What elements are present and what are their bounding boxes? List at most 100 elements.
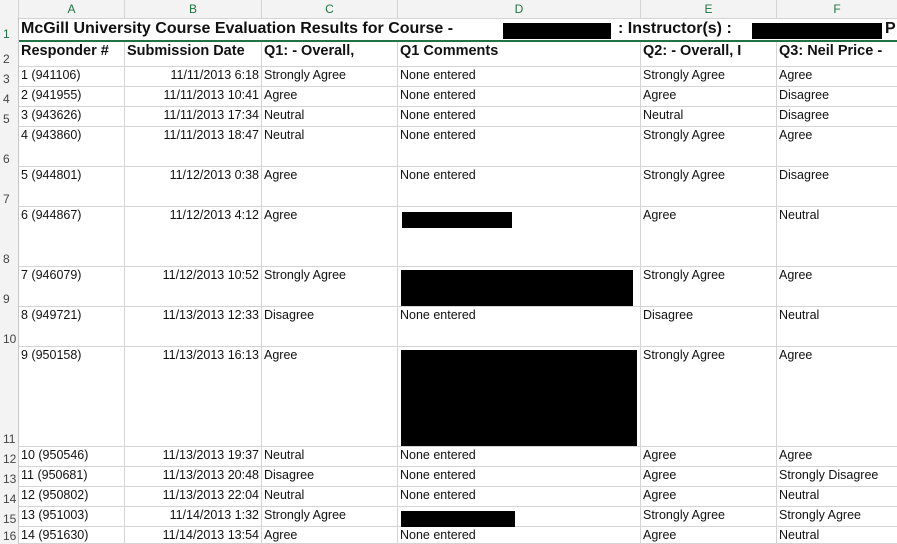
- q1-cell[interactable]: Neutral: [262, 107, 398, 127]
- q1-comment-cell[interactable]: [398, 207, 641, 267]
- q2-cell[interactable]: Agree: [641, 447, 777, 467]
- row-header[interactable]: 16: [0, 527, 19, 544]
- q2-cell[interactable]: Agree: [641, 487, 777, 507]
- q2-cell[interactable]: Strongly Agree: [641, 167, 777, 207]
- submission-date-cell[interactable]: 11/12/2013 10:52: [125, 267, 262, 307]
- row-header[interactable]: 9: [0, 267, 19, 307]
- row-header[interactable]: 6: [0, 127, 19, 167]
- q3-cell[interactable]: Agree: [777, 267, 897, 307]
- q1-cell[interactable]: Agree: [262, 87, 398, 107]
- row-header[interactable]: 2: [0, 42, 19, 67]
- responder-cell[interactable]: 8 (949721): [19, 307, 125, 347]
- q3-cell[interactable]: Agree: [777, 447, 897, 467]
- responder-cell[interactable]: 10 (950546): [19, 447, 125, 467]
- q1-comment-cell[interactable]: [398, 507, 641, 527]
- q1-comment-cell[interactable]: None entered: [398, 67, 641, 87]
- column-header-c[interactable]: C: [262, 0, 398, 18]
- row-header[interactable]: 4: [0, 87, 19, 107]
- submission-date-cell[interactable]: 11/13/2013 12:33: [125, 307, 262, 347]
- responder-cell[interactable]: 13 (951003): [19, 507, 125, 527]
- title-cell[interactable]: McGill University Course Evaluation Resu…: [19, 18, 897, 42]
- column-header-e[interactable]: E: [641, 0, 777, 18]
- responder-cell[interactable]: 7 (946079): [19, 267, 125, 307]
- row-header[interactable]: 11: [0, 347, 19, 447]
- header-cell-q1-comments[interactable]: Q1 Comments: [398, 42, 641, 67]
- q1-cell[interactable]: Neutral: [262, 127, 398, 167]
- q2-cell[interactable]: Strongly Agree: [641, 347, 777, 447]
- q2-cell[interactable]: Strongly Agree: [641, 267, 777, 307]
- submission-date-cell[interactable]: 11/13/2013 19:37: [125, 447, 262, 467]
- select-all-corner[interactable]: [0, 0, 19, 18]
- q2-cell[interactable]: Disagree: [641, 307, 777, 347]
- column-header-d[interactable]: D: [398, 0, 641, 18]
- row-header[interactable]: 7: [0, 167, 19, 207]
- q1-comment-cell[interactable]: [398, 267, 641, 307]
- submission-date-cell[interactable]: 11/11/2013 6:18: [125, 67, 262, 87]
- responder-cell[interactable]: 5 (944801): [19, 167, 125, 207]
- q3-cell[interactable]: Disagree: [777, 167, 897, 207]
- submission-date-cell[interactable]: 11/14/2013 1:32: [125, 507, 262, 527]
- q2-cell[interactable]: Agree: [641, 527, 777, 544]
- header-cell-q2[interactable]: Q2: - Overall, I: [641, 42, 777, 67]
- submission-date-cell[interactable]: 11/11/2013 17:34: [125, 107, 262, 127]
- q1-comment-cell[interactable]: None entered: [398, 127, 641, 167]
- q1-comment-cell[interactable]: None entered: [398, 107, 641, 127]
- q2-cell[interactable]: Strongly Agree: [641, 127, 777, 167]
- row-header[interactable]: 1: [0, 18, 19, 42]
- q1-comment-cell[interactable]: [398, 347, 641, 447]
- column-header-b[interactable]: B: [125, 0, 262, 18]
- q1-comment-cell[interactable]: None entered: [398, 87, 641, 107]
- submission-date-cell[interactable]: 11/11/2013 18:47: [125, 127, 262, 167]
- q2-cell[interactable]: Strongly Agree: [641, 507, 777, 527]
- q2-cell[interactable]: Strongly Agree: [641, 67, 777, 87]
- header-cell-q3[interactable]: Q3: Neil Price -: [777, 42, 897, 67]
- q3-cell[interactable]: Neutral: [777, 527, 897, 544]
- row-header[interactable]: 5: [0, 107, 19, 127]
- q3-cell[interactable]: Agree: [777, 127, 897, 167]
- responder-cell[interactable]: 1 (941106): [19, 67, 125, 87]
- q3-cell[interactable]: Neutral: [777, 307, 897, 347]
- column-header-f[interactable]: F: [833, 2, 841, 16]
- submission-date-cell[interactable]: 11/12/2013 0:38: [125, 167, 262, 207]
- responder-cell[interactable]: 9 (950158): [19, 347, 125, 447]
- submission-date-cell[interactable]: 11/12/2013 4:12: [125, 207, 262, 267]
- q3-cell[interactable]: Disagree: [777, 107, 897, 127]
- row-header[interactable]: 10: [0, 307, 19, 347]
- q1-comment-cell[interactable]: None entered: [398, 307, 641, 347]
- q3-cell[interactable]: Strongly Agree: [777, 507, 897, 527]
- submission-date-cell[interactable]: 11/11/2013 10:41: [125, 87, 262, 107]
- q2-cell[interactable]: Agree: [641, 467, 777, 487]
- q1-cell[interactable]: Neutral: [262, 447, 398, 467]
- submission-date-cell[interactable]: 11/14/2013 13:54: [125, 527, 262, 544]
- responder-cell[interactable]: 4 (943860): [19, 127, 125, 167]
- q3-cell[interactable]: Agree: [777, 347, 897, 447]
- row-header[interactable]: 14: [0, 487, 19, 507]
- responder-cell[interactable]: 2 (941955): [19, 87, 125, 107]
- q3-cell[interactable]: Neutral: [777, 207, 897, 267]
- header-cell-q1[interactable]: Q1: - Overall,: [262, 42, 398, 67]
- q2-cell[interactable]: Agree: [641, 207, 777, 267]
- row-header[interactable]: 3: [0, 67, 19, 87]
- q1-cell[interactable]: Disagree: [262, 467, 398, 487]
- q3-cell[interactable]: Agree: [777, 67, 897, 87]
- q3-cell[interactable]: Strongly Disagree: [777, 467, 897, 487]
- row-header[interactable]: 8: [0, 207, 19, 267]
- submission-date-cell[interactable]: 11/13/2013 22:04: [125, 487, 262, 507]
- q2-cell[interactable]: Agree: [641, 87, 777, 107]
- submission-date-cell[interactable]: 11/13/2013 16:13: [125, 347, 262, 447]
- q1-cell[interactable]: Agree: [262, 347, 398, 447]
- q1-cell[interactable]: Strongly Agree: [262, 267, 398, 307]
- q3-cell[interactable]: Disagree: [777, 87, 897, 107]
- q1-cell[interactable]: Neutral: [262, 487, 398, 507]
- header-cell-submission-date[interactable]: Submission Date: [125, 42, 262, 67]
- q1-comment-cell[interactable]: None entered: [398, 467, 641, 487]
- q1-cell[interactable]: Strongly Agree: [262, 507, 398, 527]
- responder-cell[interactable]: 6 (944867): [19, 207, 125, 267]
- q2-cell[interactable]: Neutral: [641, 107, 777, 127]
- row-header[interactable]: 13: [0, 467, 19, 487]
- q1-cell[interactable]: Strongly Agree: [262, 67, 398, 87]
- column-header-a[interactable]: A: [19, 0, 125, 18]
- q1-cell[interactable]: Agree: [262, 167, 398, 207]
- responder-cell[interactable]: 11 (950681): [19, 467, 125, 487]
- q3-cell[interactable]: Neutral: [777, 487, 897, 507]
